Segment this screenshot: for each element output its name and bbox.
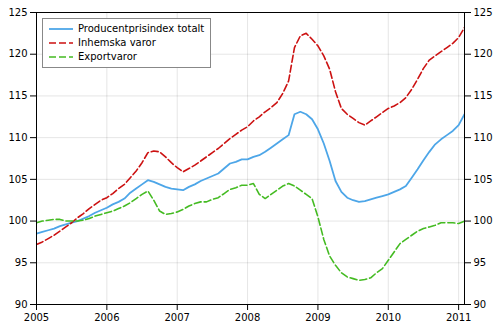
- html-text:Producentprisindex totalt: Producentprisindex totalt: [78, 23, 205, 34]
- svg-text:2011: 2011: [446, 312, 471, 323]
- html-text:Inhemska varor: Inhemska varor: [78, 37, 156, 48]
- svg-text:2010: 2010: [376, 312, 401, 323]
- svg-text:100: 100: [8, 215, 27, 226]
- svg-text:95: 95: [15, 257, 28, 268]
- svg-text:90: 90: [474, 299, 487, 310]
- svg-text:2008: 2008: [235, 312, 260, 323]
- svg-text:105: 105: [474, 174, 493, 185]
- svg-text:2007: 2007: [164, 312, 189, 323]
- svg-text:105: 105: [8, 174, 27, 185]
- svg-text:2009: 2009: [305, 312, 330, 323]
- svg-text:95: 95: [474, 257, 487, 268]
- html-text:Exportvaror: Exportvaror: [78, 51, 137, 62]
- svg-text:2005: 2005: [24, 312, 49, 323]
- svg-text:125: 125: [8, 7, 27, 18]
- svg-text:100: 100: [474, 215, 493, 226]
- svg-text:2006: 2006: [94, 312, 119, 323]
- svg-text:115: 115: [8, 90, 27, 101]
- svg-text:110: 110: [8, 132, 27, 143]
- svg-text:120: 120: [8, 48, 27, 59]
- svg-text:110: 110: [474, 132, 493, 143]
- svg-text:90: 90: [15, 299, 28, 310]
- svg-text:115: 115: [474, 90, 493, 101]
- svg-text:120: 120: [474, 48, 493, 59]
- svg-text:125: 125: [474, 7, 493, 18]
